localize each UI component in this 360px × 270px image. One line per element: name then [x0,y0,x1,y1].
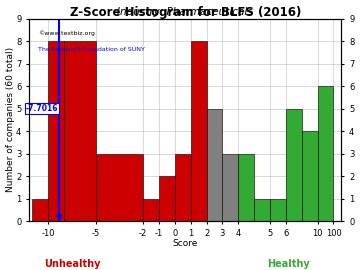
Bar [286,109,302,221]
Text: ©www.textbiz.org: ©www.textbiz.org [38,31,95,36]
Text: Industry: Pharmaceuticals: Industry: Pharmaceuticals [117,6,253,16]
Text: -7.7016: -7.7016 [26,104,58,113]
Bar [159,176,175,221]
Text: Unhealthy: Unhealthy [44,259,100,269]
Text: The Research Foundation of SUNY: The Research Foundation of SUNY [38,47,145,52]
Bar [175,154,191,221]
Bar [32,199,48,221]
Title: Z-Score Histogram for BLFS (2016): Z-Score Histogram for BLFS (2016) [69,6,301,19]
X-axis label: Score: Score [172,239,198,248]
Bar [222,154,238,221]
Bar [207,109,222,221]
Bar [48,41,64,221]
Bar [270,199,286,221]
Bar [143,199,159,221]
Bar [318,86,333,221]
Bar [191,41,207,221]
Bar [95,154,143,221]
Y-axis label: Number of companies (60 total): Number of companies (60 total) [5,47,14,193]
Bar [238,154,254,221]
Bar [254,199,270,221]
Bar [302,131,318,221]
Text: Healthy: Healthy [267,259,309,269]
Bar [64,41,95,221]
